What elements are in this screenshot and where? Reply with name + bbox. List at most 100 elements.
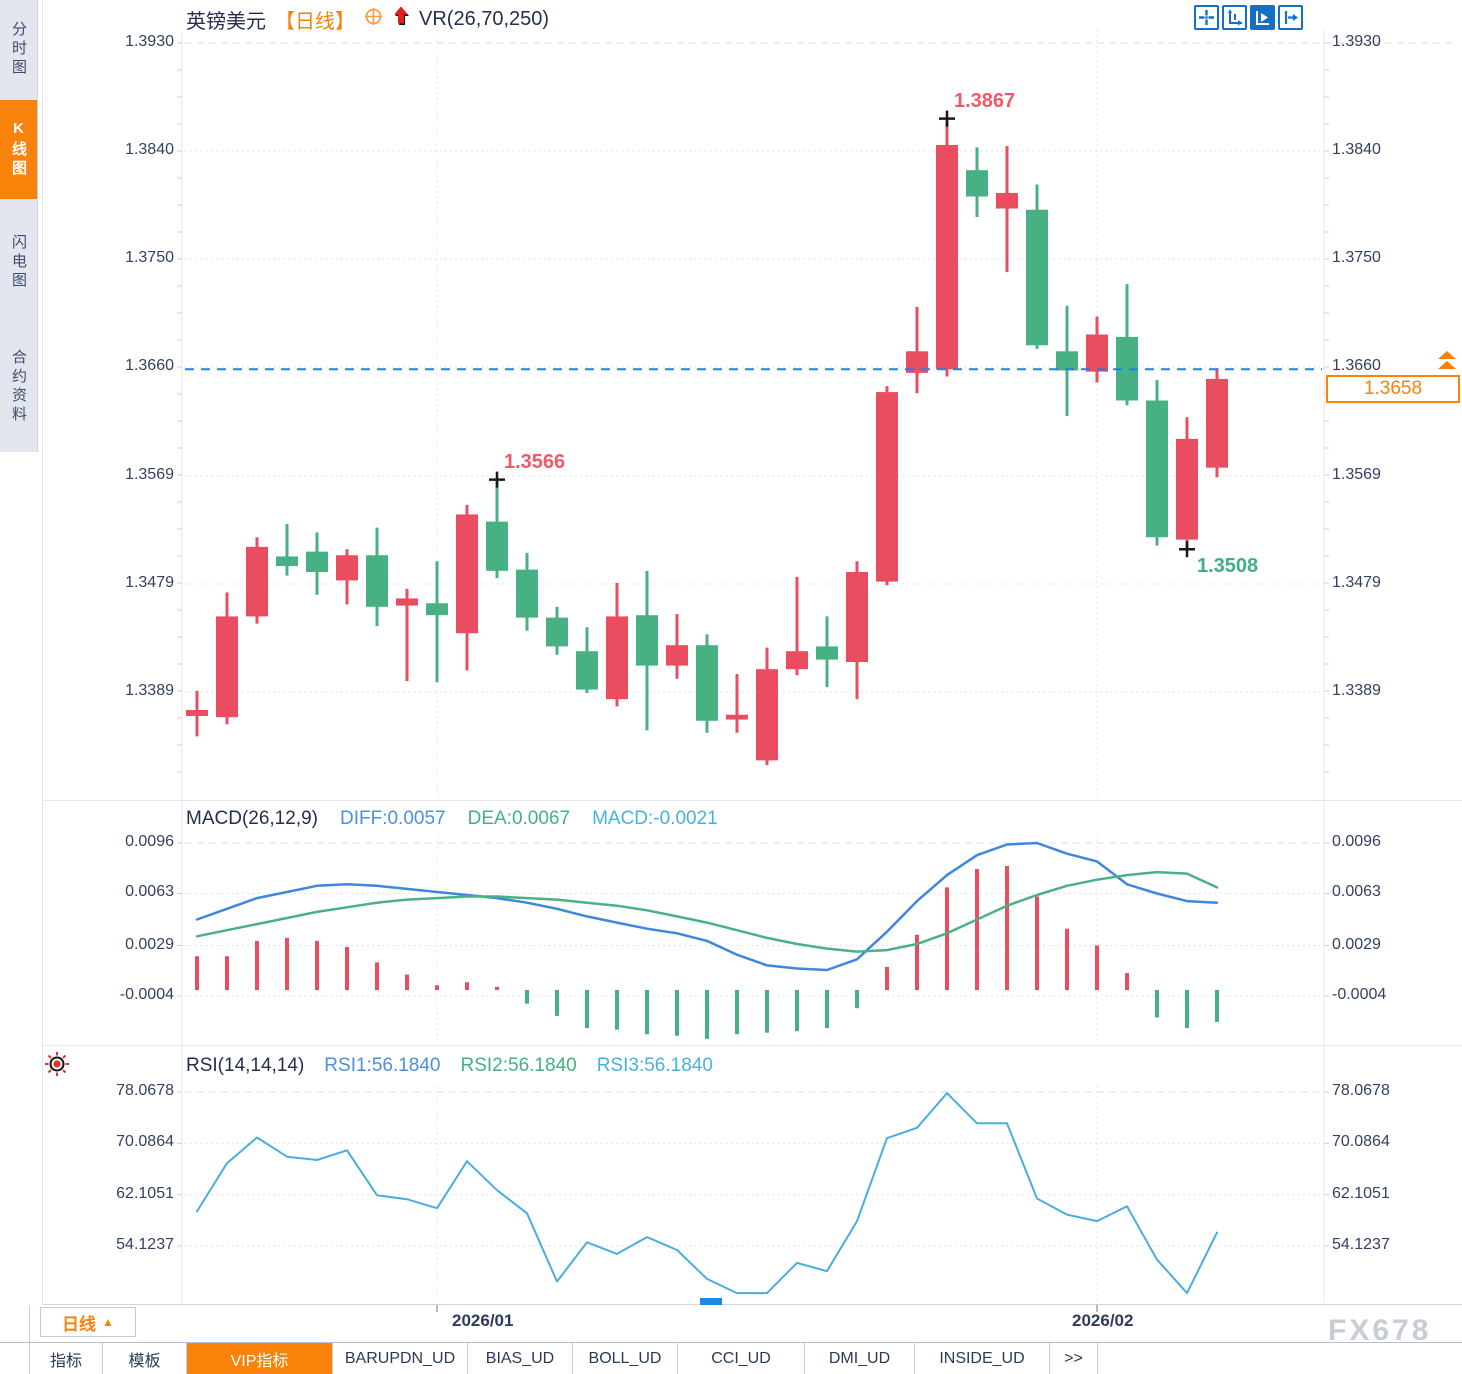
- candle-body: [756, 669, 778, 761]
- candle-body: [306, 551, 328, 573]
- price-marker-cross: [939, 110, 955, 127]
- scale-axes-icon[interactable]: [1222, 5, 1247, 30]
- panel-divider-rsi: [43, 1045, 1462, 1046]
- sidebar-tab-contract-info[interactable]: 合约资料: [10, 349, 27, 425]
- candle-body: [186, 709, 208, 716]
- bottom-tab-boll-ud[interactable]: BOLL_UD: [573, 1343, 678, 1374]
- triangle-up-icon: ▲: [102, 1315, 114, 1329]
- macd-histogram-bar: [645, 990, 649, 1035]
- macd-histogram-bar: [1155, 990, 1159, 1018]
- macd-axis-label: 0.0063: [125, 883, 174, 901]
- macd-histogram-bar: [1095, 945, 1099, 990]
- chart-toolbar: [1194, 5, 1303, 30]
- candle-body: [876, 392, 898, 582]
- macd-histogram-bar: [585, 990, 589, 1029]
- macd-axis-label: 0.0096: [125, 833, 174, 850]
- shift-chart-icon[interactable]: [1278, 5, 1303, 30]
- sidebar-tab-time-chart[interactable]: 分时图: [10, 21, 27, 78]
- rsi-header: RSI(14,14,14) RSI1:56.1840 RSI2:56.1840 …: [186, 1055, 713, 1077]
- candle-body: [396, 598, 418, 606]
- bottom-tab-templates[interactable]: 模板: [103, 1343, 187, 1374]
- rsi-axis-label: 54.1237: [116, 1235, 174, 1253]
- bottom-tab-dmi-ud[interactable]: DMI_UD: [805, 1343, 915, 1374]
- macd-dea-value: DEA:0.0067: [467, 808, 571, 829]
- macd-histogram-bar: [465, 982, 469, 990]
- scrollbar-thumb[interactable]: [700, 1298, 722, 1305]
- bottom-tab-bias-ud[interactable]: BIAS_UD: [468, 1343, 573, 1374]
- candle-body: [1146, 400, 1168, 538]
- candle-body: [696, 645, 718, 721]
- current-price-box: 1.3658: [1326, 375, 1460, 403]
- rsi-line: [196, 1092, 1218, 1295]
- macd-histogram-bar: [675, 990, 679, 1036]
- macd-macd-value: MACD:-0.0021: [592, 808, 718, 829]
- move-crosshair-icon[interactable]: [1194, 5, 1219, 30]
- candle-body: [336, 555, 358, 581]
- candle-body: [1176, 438, 1198, 540]
- period-selector-label: 日线: [62, 1314, 97, 1334]
- auto-scale-icon[interactable]: [1250, 5, 1275, 30]
- macd-histogram-bar: [855, 990, 859, 1009]
- sidebar-tab-flash-chart[interactable]: 闪电图: [10, 234, 27, 291]
- sidebar-tab-kline-chart[interactable]: K线图: [0, 100, 37, 199]
- macd-axis-label: 0.0096: [1332, 833, 1381, 850]
- price-axis-label: 1.3569: [1332, 466, 1381, 484]
- macd-histogram-bar: [1065, 928, 1069, 990]
- indicator-tab-bar: 指标 模板 VIP指标 BARUPDN_UD BIAS_UD BOLL_UD CCI_UD D…: [0, 1342, 1462, 1374]
- macd-histogram-bar: [1185, 990, 1189, 1029]
- price-marker-label: 1.3566: [504, 450, 566, 473]
- price-axis-label: 1.3660: [1332, 356, 1381, 374]
- macd-histogram-bar: [945, 887, 949, 990]
- macd-histogram-bar: [315, 940, 319, 990]
- bottom-tab-indicators[interactable]: 指标: [30, 1343, 103, 1374]
- rsi1-value: RSI1:56.1840: [324, 1055, 441, 1076]
- candle-body: [606, 616, 628, 700]
- rsi-axis-label: 70.0864: [1332, 1133, 1390, 1151]
- candle-body: [486, 521, 508, 571]
- vr-indicator-label: VR(26,70,250): [419, 7, 550, 30]
- price-axis-label: 1.3930: [125, 33, 174, 50]
- macd-histogram-bar: [885, 966, 889, 990]
- candle-body: [576, 651, 598, 690]
- macd-histogram-bar: [555, 990, 559, 1016]
- macd-histogram-bar: [375, 962, 379, 990]
- macd-axis-label: 0.0029: [125, 935, 174, 953]
- watermark-logo: FX678: [1328, 1314, 1432, 1347]
- indicator-settings-sun-icon[interactable]: [44, 1051, 70, 1082]
- candle-body: [546, 617, 568, 647]
- period-label[interactable]: 【日线】: [275, 10, 355, 33]
- macd-histogram-bar: [1125, 973, 1129, 990]
- bottom-tab-cci-ud[interactable]: CCI_UD: [678, 1343, 805, 1374]
- candle-body: [1086, 334, 1108, 372]
- macd-histogram-bar: [765, 990, 769, 1033]
- candle-body: [1116, 336, 1138, 401]
- price-marker-cross: [489, 471, 505, 488]
- price-axis-label: 1.3750: [1332, 248, 1381, 266]
- bottom-tab-more-tabs[interactable]: >>: [1050, 1343, 1098, 1374]
- candle-body: [966, 170, 988, 197]
- period-selector[interactable]: 日线 ▲: [40, 1307, 136, 1337]
- bottom-tab-inside-ud[interactable]: INSIDE_UD: [915, 1343, 1050, 1374]
- rsi-axis-label: 62.1051: [1332, 1184, 1390, 1202]
- crosshair-circle-icon[interactable]: [364, 7, 383, 32]
- macd-histogram-bar: [345, 947, 349, 990]
- rsi-params-label: RSI(14,14,14): [186, 1055, 305, 1076]
- red-up-arrow-icon[interactable]: [392, 6, 410, 33]
- macd-dea-line: [195, 870, 1219, 953]
- candle-body: [1056, 351, 1078, 371]
- left-sidebar: 分时图 K线图 闪电图 合约资料: [0, 0, 38, 452]
- bottom-tab-vip-indicators[interactable]: VIP指标: [187, 1343, 333, 1374]
- macd-histogram-bar: [825, 990, 829, 1029]
- macd-histogram-bar: [1035, 896, 1039, 990]
- macd-histogram-bar: [285, 937, 289, 990]
- macd-histogram-bar: [495, 986, 499, 990]
- price-marker-cross: [1179, 541, 1195, 558]
- candle-body: [666, 645, 688, 666]
- macd-axis-label: -0.0004: [1332, 986, 1387, 1003]
- bottom-tab-barupdn-ud[interactable]: BARUPDN_UD: [333, 1343, 468, 1374]
- price-axis-label: 1.3479: [1332, 574, 1381, 592]
- macd-diff-line: [195, 841, 1219, 972]
- candle-body: [276, 556, 298, 567]
